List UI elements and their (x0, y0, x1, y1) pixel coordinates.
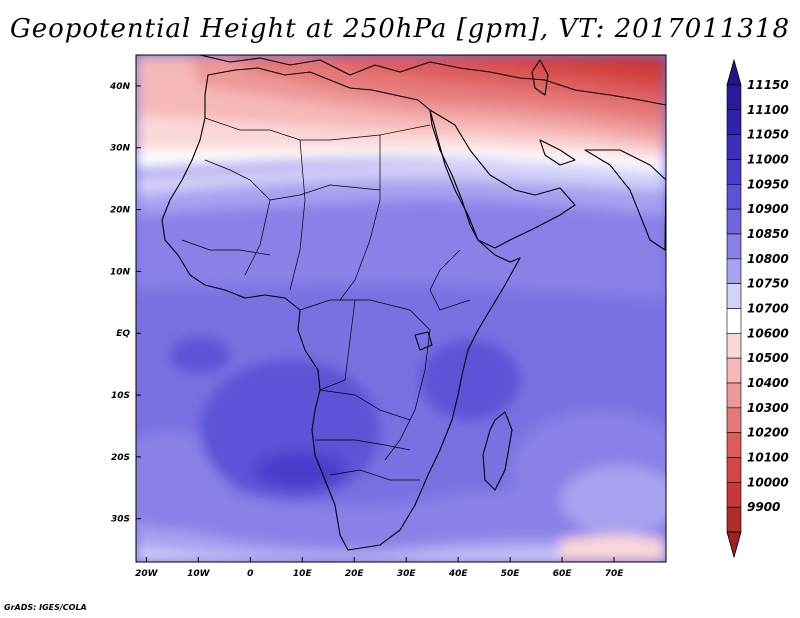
lon-tick-label: 20E (345, 569, 365, 579)
lat-tick-label: EQ (116, 329, 130, 339)
colorbar-label: 10750 (747, 277, 789, 291)
axis-ticks: 20W 10W 0 10E 20E 30E 40E 50E 60E 70E 40N 30N 20N 10N… (109, 82, 624, 579)
lat-tick-label: 10N (110, 267, 131, 277)
colorbar-swatch (726, 134, 742, 160)
colorbar-label: 10200 (747, 426, 789, 440)
lon-tick-label: 40E (448, 569, 469, 579)
colorbar-label: 10600 (747, 326, 789, 340)
coastlines (161, 55, 666, 551)
colorbar-top-cap (726, 58, 742, 86)
colorbar-swatch (726, 407, 742, 433)
lat-tick-label: 30S (111, 515, 130, 525)
colorbar: 11150 11100 11050 11000 10950 10900 10850 10800… (726, 58, 789, 559)
height-field (136, 55, 666, 562)
country-borders (181, 117, 471, 481)
colorbar-swatch (726, 506, 742, 533)
colorbar-bottom-cap (726, 531, 742, 559)
lake-victoria (414, 331, 433, 351)
lon-tick-label: 0 (247, 569, 253, 579)
colorbar-label: 10300 (747, 401, 789, 415)
credit-label: GrADS: IGES/COLA (4, 603, 87, 612)
map-title: Geopotential Height at 250hPa [gpm], VT:… (9, 14, 791, 44)
india-coast (584, 149, 666, 251)
colorbar-label: 9900 (747, 500, 780, 514)
colorbar-swatch (726, 333, 742, 359)
arabia-coast (429, 109, 576, 249)
colorbar-label: 10000 (747, 475, 789, 489)
colorbar-label: 10400 (747, 376, 789, 390)
colorbar-swatch (726, 208, 742, 235)
colorbar-swatch (726, 357, 742, 384)
colorbar-swatch (726, 457, 742, 483)
lat-tick-label: 20S (111, 453, 130, 463)
colorbar-swatch (726, 283, 742, 309)
africa-coastline (161, 67, 521, 551)
lon-tick-label: 10E (293, 569, 313, 579)
persian-gulf (539, 139, 576, 166)
colorbar-label: 10900 (747, 202, 789, 216)
lon-tick-label: 70E (605, 569, 625, 579)
colorbar-label: 10100 (747, 451, 789, 465)
colorbar-label: 10950 (747, 177, 789, 191)
colorbar-label: 11100 (747, 103, 789, 117)
colorbar-label: 10700 (747, 302, 789, 316)
lon-tick-label: 30E (397, 569, 417, 579)
europe-coast (199, 55, 666, 106)
colorbar-swatch (726, 109, 742, 135)
colorbar-label: 11150 (747, 78, 789, 92)
caspian-sea (531, 59, 549, 96)
colorbar-swatch (726, 184, 742, 210)
plot-frame (135, 54, 667, 563)
colorbar-swatch (726, 233, 742, 260)
colorbar-swatch (726, 258, 742, 284)
colorbar-label: 11000 (747, 153, 789, 167)
colorbar-swatch (726, 482, 742, 508)
colorbar-label: 11050 (747, 128, 789, 142)
lon-tick-label: 60E (553, 569, 573, 579)
lon-tick-label: 50E (501, 569, 521, 579)
lon-tick-label: 10W (187, 569, 211, 579)
colorbar-swatch (726, 382, 742, 409)
colorbar-swatch (726, 159, 742, 185)
lat-tick-label: 30N (110, 144, 131, 154)
colorbar-swatch (726, 432, 742, 458)
lat-tick-label: 20N (110, 206, 131, 216)
lat-tick-label: 40N (109, 82, 131, 92)
madagascar (482, 411, 513, 491)
colorbar-swatch (726, 308, 742, 334)
colorbar-swatch (726, 84, 742, 111)
lat-tick-label: 10S (111, 391, 130, 401)
colorbar-label: 10800 (747, 252, 789, 266)
lon-tick-label: 20W (135, 569, 159, 579)
colorbar-label: 10850 (747, 227, 789, 241)
colorbar-label: 10500 (747, 351, 789, 365)
